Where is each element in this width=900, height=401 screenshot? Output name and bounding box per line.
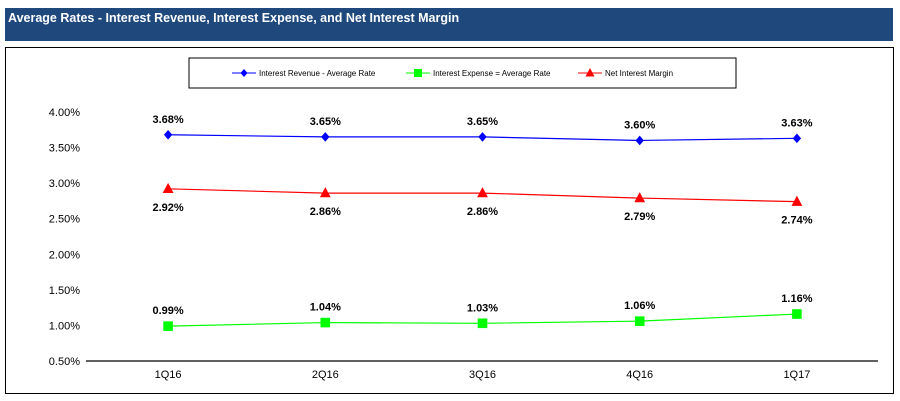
y-tick-label: 4.00% [49,107,80,119]
data-label: 1.06% [624,300,655,312]
data-point-square [792,309,802,319]
data-point-diamond [321,132,330,142]
data-label: 2.74% [781,215,812,227]
data-point-square [477,318,488,329]
x-tick-label: 3Q16 [469,369,496,381]
x-tick-label: 4Q16 [626,369,653,381]
data-point-triangle [319,187,331,198]
y-tick-label: 2.50% [49,214,80,226]
chart-title: Average Rates - Interest Revenue, Intere… [8,11,460,25]
data-point-diamond [635,135,644,146]
data-point-diamond [163,129,173,140]
data-point-triangle [634,192,646,203]
y-tick-label: 3.00% [49,178,80,190]
data-point-square [163,321,173,331]
data-point-triangle [477,187,488,198]
x-tick-label: 1Q17 [783,369,810,381]
data-point-triangle [162,182,174,194]
legend-label: Net Interest Margin [605,69,673,78]
data-point-square [634,316,645,326]
data-label: 2.86% [467,206,498,218]
data-label: 1.16% [781,293,812,305]
chart-header: Average Rates - Interest Revenue, Intere… [5,8,893,41]
data-point-square [414,69,422,77]
data-label: 2.86% [310,206,341,218]
data-point-triangle [791,195,803,206]
chart-frame [5,47,894,394]
data-label: 2.92% [152,202,183,214]
data-label: 3.68% [152,114,183,126]
data-label: 3.65% [467,116,498,128]
data-point-diamond [478,132,487,142]
y-tick-label: 3.50% [49,143,80,155]
y-tick-label: 2.00% [49,249,80,261]
data-label: 3.65% [310,116,341,128]
y-tick-label: 1.50% [49,285,80,297]
data-label: 2.79% [624,211,655,223]
x-tick-label: 2Q16 [312,369,339,381]
data-point-diamond [240,69,248,77]
data-point-diamond [792,133,802,144]
data-label: 1.03% [467,302,498,314]
data-point-square [320,317,331,328]
y-tick-label: 0.50% [49,356,80,368]
legend-label: Interest Expense = Average Rate [433,69,551,78]
data-label: 1.04% [310,302,341,314]
legend-box [188,57,737,89]
y-tick-label: 1.00% [49,320,80,332]
data-point-triangle [585,68,595,77]
x-tick-label: 1Q16 [155,369,182,381]
data-label: 3.60% [624,119,655,131]
legend-label: Interest Revenue - Average Rate [259,69,376,78]
data-label: 0.99% [152,305,183,317]
data-label: 3.63% [781,117,812,129]
